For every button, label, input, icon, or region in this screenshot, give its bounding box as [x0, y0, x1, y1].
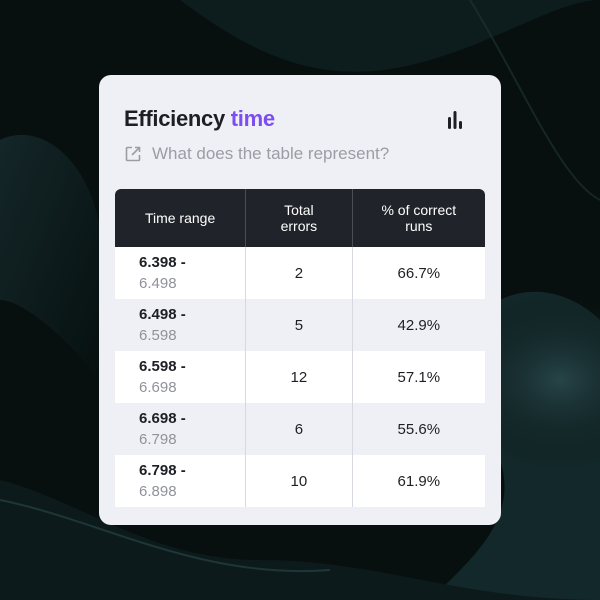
cell-total-errors: 2	[245, 247, 353, 299]
header-time-range: Time range	[115, 189, 247, 247]
cell-total-errors: 12	[245, 351, 353, 403]
cell-time-range: 6.698 -6.798	[115, 403, 247, 455]
efficiency-card: Efficiency time What does the table repr…	[99, 75, 501, 525]
title-main: Efficiency	[124, 106, 225, 131]
external-link-icon	[125, 146, 141, 162]
table-row: 6.798 -6.898 10 61.9%	[115, 455, 485, 507]
efficiency-table: Time range Total errors % of correct run…	[115, 189, 485, 507]
cell-total-errors: 10	[245, 455, 353, 507]
bar-chart-icon[interactable]	[445, 111, 465, 129]
card-title: Efficiency time	[124, 106, 275, 132]
table-row: 6.598 -6.698 12 57.1%	[115, 351, 485, 403]
header-total-errors: Total errors	[245, 189, 353, 247]
cell-time-range: 6.798 -6.898	[115, 455, 247, 507]
cell-correct-runs: 61.9%	[397, 472, 441, 490]
table-row: 6.398 -6.498 2 66.7%	[115, 247, 485, 299]
title-accent: time	[230, 106, 275, 131]
table-row: 6.698 -6.798 6 55.6%	[115, 403, 485, 455]
table-question-link[interactable]: What does the table represent?	[124, 144, 389, 164]
table-header-row: Time range Total errors % of correct run…	[115, 189, 485, 247]
cell-correct-runs: 55.6%	[352, 403, 485, 455]
header-correct-runs: % of correct runs	[352, 189, 485, 247]
cell-time-range: 6.598 -6.698	[115, 351, 247, 403]
cell-correct-runs: 66.7%	[397, 264, 441, 282]
cell-correct-runs: 42.9%	[352, 299, 485, 351]
cell-time-range: 6.398 -6.498	[115, 247, 247, 299]
cell-time-range: 6.498 -6.598	[115, 299, 247, 351]
table-row: 6.498 -6.598 5 42.9%	[115, 299, 485, 351]
cell-correct-runs: 57.1%	[397, 368, 441, 386]
cell-total-errors: 5	[245, 299, 353, 351]
cell-total-errors: 6	[245, 403, 353, 455]
question-text: What does the table represent?	[152, 144, 390, 163]
